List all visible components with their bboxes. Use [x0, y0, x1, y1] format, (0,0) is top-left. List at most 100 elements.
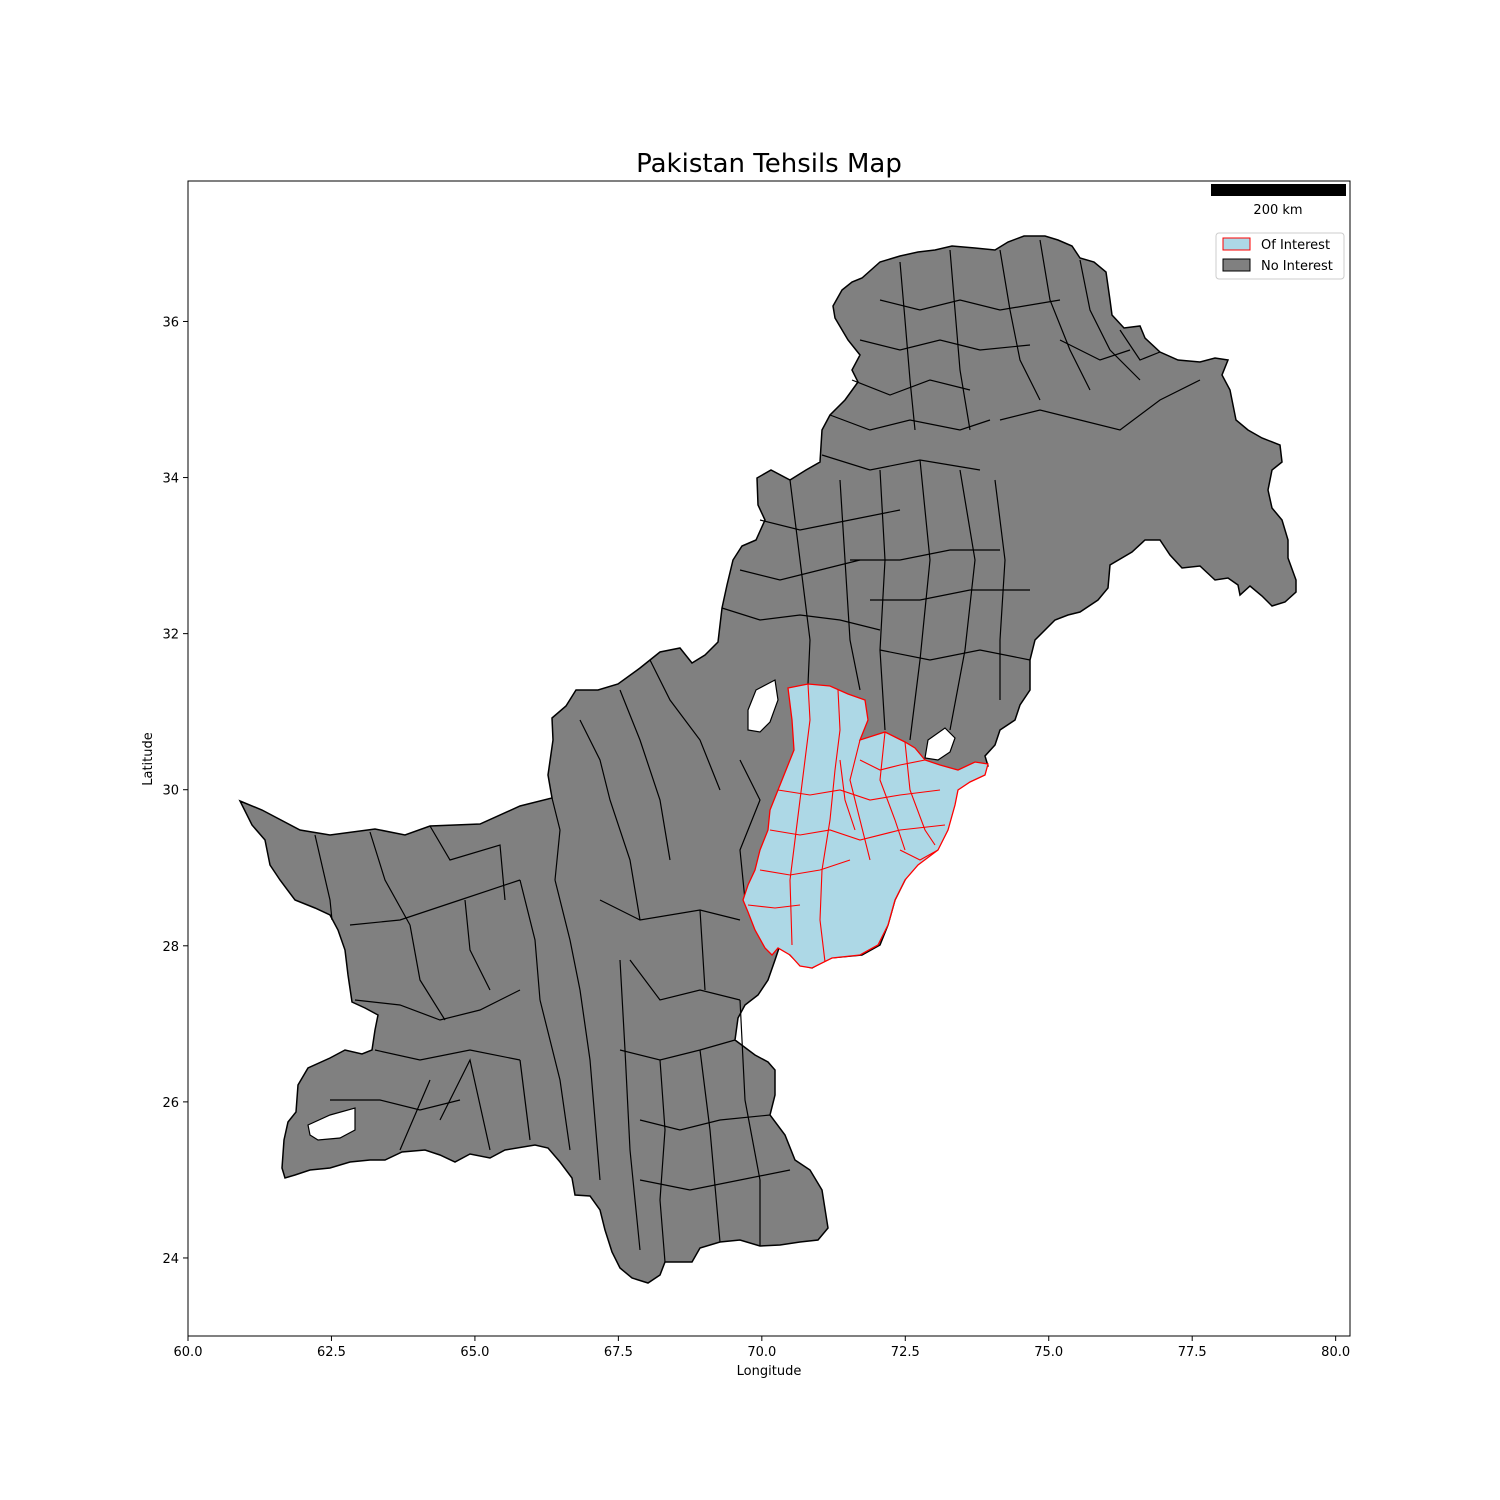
tehsil-boundary	[839, 479, 861, 691]
of-interest-tehsil-boundary	[789, 683, 811, 946]
of-interest-tehsil-boundary	[819, 689, 841, 963]
x-tick-label: 77.5	[1178, 1345, 1207, 1360]
tehsil-boundary	[399, 1079, 431, 1151]
tehsil-boundary	[519, 1059, 531, 1141]
tehsil-boundary	[314, 834, 333, 921]
tehsil-boundary	[1039, 239, 1091, 391]
tehsil-boundary	[859, 339, 1031, 351]
scale-bar	[1211, 184, 1346, 196]
legend-swatch-no-interest	[1222, 258, 1251, 272]
tehsil-boundary	[429, 825, 506, 901]
of-interest-tehsil-boundary	[904, 741, 936, 846]
unmapped-area	[747, 679, 779, 733]
tehsil-boundary	[599, 899, 741, 921]
tehsil-boundary	[629, 959, 741, 1001]
x-axis-label: Longitude	[737, 1364, 802, 1379]
of-interest-tehsil-boundaries	[747, 683, 946, 963]
y-tick-label: 36	[162, 315, 179, 330]
unmapped-area	[307, 1107, 356, 1141]
y-axis-label: Latitude	[141, 732, 156, 786]
legend: Of Interest No Interest	[1215, 232, 1345, 280]
tehsil-boundary	[999, 379, 1201, 431]
tehsil-boundary	[1079, 259, 1141, 381]
tehsil-boundary	[850, 549, 1000, 561]
y-tick-label: 26	[162, 1096, 179, 1111]
tehsil-boundary	[639, 1114, 771, 1131]
y-tick-label: 30	[162, 784, 179, 799]
of-interest-region	[742, 683, 989, 969]
plot-frame	[187, 180, 1351, 1337]
tehsil-boundaries	[314, 239, 1201, 1263]
tehsil-boundary	[659, 1059, 666, 1263]
x-tick-label: 65.0	[460, 1345, 489, 1360]
tehsil-boundary	[721, 607, 881, 631]
tehsil-boundary	[579, 719, 641, 921]
y-tick-label: 34	[162, 472, 179, 487]
tehsil-boundary	[879, 469, 886, 731]
tehsil-boundary	[909, 459, 931, 741]
tehsil-boundary	[899, 261, 916, 431]
legend-swatch-of-interest	[1222, 237, 1251, 251]
of-interest-tehsil-boundary	[849, 739, 871, 861]
chart-title: Pakistan Tehsils Map	[636, 149, 902, 179]
tehsil-boundary	[619, 689, 671, 861]
tehsil-boundary	[619, 959, 641, 1251]
tehsil-boundary	[1059, 339, 1131, 361]
tehsil-boundary	[759, 509, 901, 531]
tehsil-boundary	[999, 249, 1041, 401]
y-tick-label: 24	[162, 1252, 179, 1267]
of-interest-tehsil-boundary	[769, 824, 946, 841]
tehsil-boundary	[409, 924, 446, 1021]
tehsil-boundary	[739, 559, 861, 581]
x-tick-label: 80.0	[1321, 1345, 1350, 1360]
of-interest-tehsil-boundary	[879, 731, 906, 851]
tehsil-boundary	[539, 999, 571, 1151]
tehsil-boundary	[851, 379, 971, 396]
tehsil-boundary	[699, 1049, 721, 1243]
of-interest-tehsil-boundary	[899, 849, 939, 861]
tehsil-boundary	[739, 759, 761, 901]
y-tick-label: 32	[162, 628, 179, 643]
x-tick-label: 75.0	[1034, 1345, 1063, 1360]
tehsil-boundary	[374, 1049, 521, 1061]
tehsil-boundary	[354, 989, 521, 1021]
tehsil-boundary	[789, 479, 811, 685]
tehsil-boundary	[699, 909, 706, 991]
of-interest-tehsil-boundary	[759, 859, 851, 876]
tehsil-boundary	[349, 879, 521, 926]
map-layer	[238, 235, 1297, 1284]
tehsil-boundary	[519, 879, 541, 1001]
tehsil-boundary	[870, 589, 1030, 601]
tehsil-boundary	[649, 659, 721, 791]
unmapped-area	[924, 727, 956, 761]
x-axis-ticks: 60.0 62.5 65.0 67.5 70.0 72.5 75.0 77.5 80.0	[174, 1336, 1350, 1360]
of-interest-tehsil-boundary	[747, 904, 801, 909]
x-tick-label: 62.5	[317, 1345, 346, 1360]
of-interest-tehsil-boundary	[859, 759, 926, 771]
tehsil-boundary	[551, 797, 561, 881]
tehsil-boundary	[330, 1099, 461, 1111]
tehsil-boundary	[949, 469, 976, 731]
tehsil-boundary	[554, 879, 581, 991]
tehsil-boundary	[1119, 329, 1161, 361]
y-axis-ticks: 24 26 28 30 32 34 36	[162, 315, 188, 1267]
tehsil-boundary	[369, 831, 411, 926]
of-interest-tehsil-boundary	[777, 789, 941, 801]
tehsil-boundary	[439, 1058, 491, 1151]
tehsil-boundary	[879, 299, 1061, 311]
no-interest-region	[238, 235, 1297, 1284]
of-interest-tehsil-boundary	[839, 759, 856, 831]
tehsil-boundary	[821, 454, 981, 471]
legend-label-of-interest: Of Interest	[1261, 238, 1330, 253]
tehsil-boundary	[464, 899, 491, 991]
tehsil-boundary	[949, 249, 971, 431]
x-tick-label: 72.5	[891, 1345, 920, 1360]
x-tick-label: 60.0	[174, 1345, 203, 1360]
tehsil-boundary	[879, 649, 1031, 661]
tehsil-boundary	[994, 479, 1006, 700]
x-tick-label: 67.5	[604, 1345, 633, 1360]
y-tick-label: 28	[162, 940, 179, 955]
tehsil-boundary	[619, 1039, 736, 1061]
tehsil-boundary	[579, 989, 601, 1181]
tehsil-boundary	[739, 999, 761, 1246]
